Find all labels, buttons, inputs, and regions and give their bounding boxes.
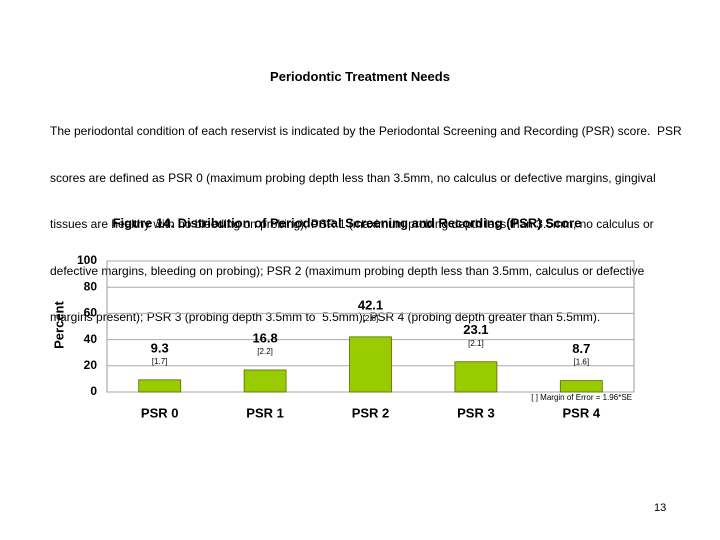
page-number: 13 bbox=[654, 502, 667, 514]
data-label: 42.1 bbox=[358, 297, 383, 312]
paragraph-line: tissues are healthy with no bleeding on … bbox=[50, 217, 654, 231]
y-tick-label: 60 bbox=[84, 306, 98, 320]
x-tick-label: PSR 3 bbox=[457, 405, 495, 420]
chart: Figure 14. Distribution of Periodontal S… bbox=[51, 215, 635, 420]
bar bbox=[559, 380, 603, 393]
data-label: 16.8 bbox=[252, 330, 277, 345]
bar bbox=[454, 361, 498, 393]
error-label: [2.1] bbox=[468, 339, 484, 348]
error-label: [1.6] bbox=[574, 358, 590, 367]
y-tick-label: 100 bbox=[77, 253, 97, 267]
bar bbox=[349, 336, 392, 393]
page-title: Periodontic Treatment Needs bbox=[270, 69, 450, 84]
paragraph-line: scores are defined as PSR 0 (maximum pro… bbox=[50, 170, 656, 185]
x-tick-label: PSR 1 bbox=[246, 405, 284, 420]
bar bbox=[138, 379, 182, 393]
y-tick-label: 0 bbox=[90, 384, 97, 398]
error-label: [2.2] bbox=[257, 347, 273, 356]
bar bbox=[243, 369, 287, 393]
paragraph-line: defective margins, bleeding on probing);… bbox=[50, 263, 645, 278]
paragraph-line: The periodontal condition of each reserv… bbox=[50, 124, 682, 138]
y-tick-label: 80 bbox=[84, 279, 98, 293]
data-label: 9.3 bbox=[151, 340, 169, 355]
data-label: 23.1 bbox=[463, 322, 488, 337]
y-axis-label: Percent bbox=[51, 300, 66, 348]
x-tick-label: PSR 0 bbox=[141, 405, 179, 420]
x-tick-label: PSR 4 bbox=[563, 405, 601, 420]
error-label: [2.8] bbox=[363, 314, 379, 323]
chart-title: Figure 14. Distribution of Periodontal S… bbox=[113, 215, 582, 230]
data-label: 8.7 bbox=[572, 341, 590, 356]
note: [ ] Margin of Error = 1.96*SE bbox=[531, 393, 632, 402]
x-tick-label: PSR 2 bbox=[352, 405, 390, 420]
y-tick-label: 20 bbox=[84, 358, 98, 372]
error-label: [1.7] bbox=[152, 357, 168, 366]
y-tick-label: 40 bbox=[84, 332, 98, 346]
